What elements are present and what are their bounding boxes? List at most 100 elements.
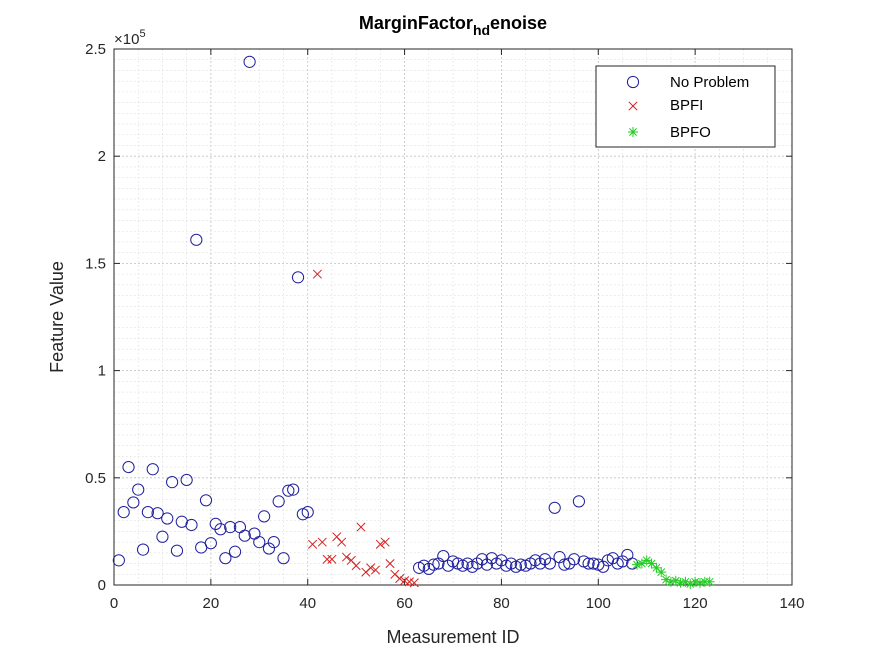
data-point — [170, 544, 184, 557]
data-point — [253, 536, 266, 549]
series-no-problem — [112, 55, 639, 576]
y-exponent-label: ×105 — [114, 28, 146, 48]
legend-box — [595, 65, 776, 148]
data-point — [262, 542, 276, 555]
data-point-stroke — [400, 576, 410, 586]
data-point-stroke — [671, 576, 680, 585]
data-point — [132, 483, 145, 496]
legend-marker-bpfo-stroke — [629, 128, 637, 136]
data-point — [136, 543, 150, 556]
data-point-stroke — [705, 577, 714, 586]
data-point — [317, 537, 327, 547]
y-tick-label: 2.5 — [85, 41, 106, 58]
data-point — [704, 576, 715, 587]
data-point — [214, 523, 227, 536]
data-point — [199, 494, 213, 507]
data-point — [272, 495, 285, 508]
data-point-stroke — [385, 559, 395, 569]
data-point — [156, 530, 169, 543]
data-point-stroke — [696, 578, 704, 587]
x-tick-label: 20 — [203, 595, 220, 612]
data-point-stroke — [662, 575, 671, 584]
data-point — [665, 576, 676, 587]
data-point — [375, 539, 385, 549]
data-point — [480, 558, 493, 571]
data-point — [351, 561, 361, 571]
data-point — [277, 552, 290, 565]
data-point-stroke — [337, 537, 347, 547]
data-point — [238, 529, 251, 542]
data-point-stroke — [375, 539, 385, 549]
data-point-stroke — [356, 522, 366, 532]
data-point — [146, 463, 159, 476]
data-point — [380, 537, 390, 547]
data-point-stroke — [691, 577, 700, 586]
data-point-stroke — [312, 269, 322, 279]
x-tick-label: 80 — [493, 595, 510, 612]
data-point — [534, 557, 547, 570]
data-points — [112, 55, 715, 589]
y-exponent-power: 5 — [139, 28, 145, 40]
data-point — [166, 475, 179, 489]
chart-title: MarginFactorhdenoise — [359, 13, 547, 38]
svg-text:×105: ×105 — [114, 28, 146, 48]
data-point — [308, 539, 318, 549]
data-point — [243, 55, 256, 68]
data-point-stroke — [409, 578, 419, 588]
data-point — [228, 545, 242, 558]
data-point-stroke — [332, 532, 342, 542]
series-bpfi — [308, 269, 419, 588]
data-point — [471, 557, 484, 570]
title-subscript: hd — [473, 22, 490, 38]
y-tick-label: 2 — [98, 148, 106, 165]
y-axis-label: Feature Value — [47, 261, 67, 373]
data-point-stroke — [317, 537, 327, 547]
data-point-stroke — [657, 568, 666, 577]
data-point-stroke — [404, 577, 414, 587]
data-point-stroke — [366, 563, 376, 573]
data-point — [616, 555, 629, 568]
data-point — [219, 552, 232, 565]
data-point — [282, 484, 295, 497]
data-point — [258, 510, 271, 523]
y-tick-label: 1.5 — [85, 255, 106, 272]
x-tick-label: 120 — [683, 595, 708, 612]
data-point — [538, 553, 552, 566]
data-point-stroke — [395, 574, 405, 584]
data-point-stroke — [341, 552, 352, 562]
legend: No Problem BPFI BPFO — [595, 65, 776, 148]
legend-marker-no-problem — [626, 75, 640, 89]
x-tick-label: 140 — [779, 595, 804, 612]
data-point — [190, 233, 203, 246]
data-point-stroke — [633, 560, 641, 569]
data-point — [267, 536, 280, 549]
data-point-stroke — [327, 554, 337, 564]
data-point — [597, 560, 610, 573]
data-point — [127, 496, 140, 509]
data-point — [641, 555, 652, 566]
data-point — [395, 574, 405, 584]
legend-marker-bpfi — [628, 101, 638, 111]
data-point — [548, 501, 561, 514]
data-point — [341, 552, 352, 562]
plot-frame — [113, 48, 793, 586]
data-point-stroke — [370, 565, 381, 575]
data-point — [567, 553, 581, 566]
data-point — [370, 565, 381, 575]
legend-marker-bpfo — [628, 127, 638, 137]
y-tick-label: 0.5 — [85, 470, 106, 487]
data-point-stroke — [652, 563, 661, 572]
data-point — [427, 558, 440, 571]
x-tick-label: 100 — [586, 595, 611, 612]
data-point — [312, 269, 322, 279]
data-point — [224, 521, 237, 534]
data-point — [141, 506, 154, 519]
data-point — [656, 567, 667, 578]
data-point — [675, 577, 686, 588]
data-point — [327, 554, 337, 564]
data-point — [161, 512, 174, 525]
ticks — [113, 48, 793, 586]
legend-marker-bpfi-stroke — [628, 101, 638, 111]
data-point — [301, 506, 314, 519]
